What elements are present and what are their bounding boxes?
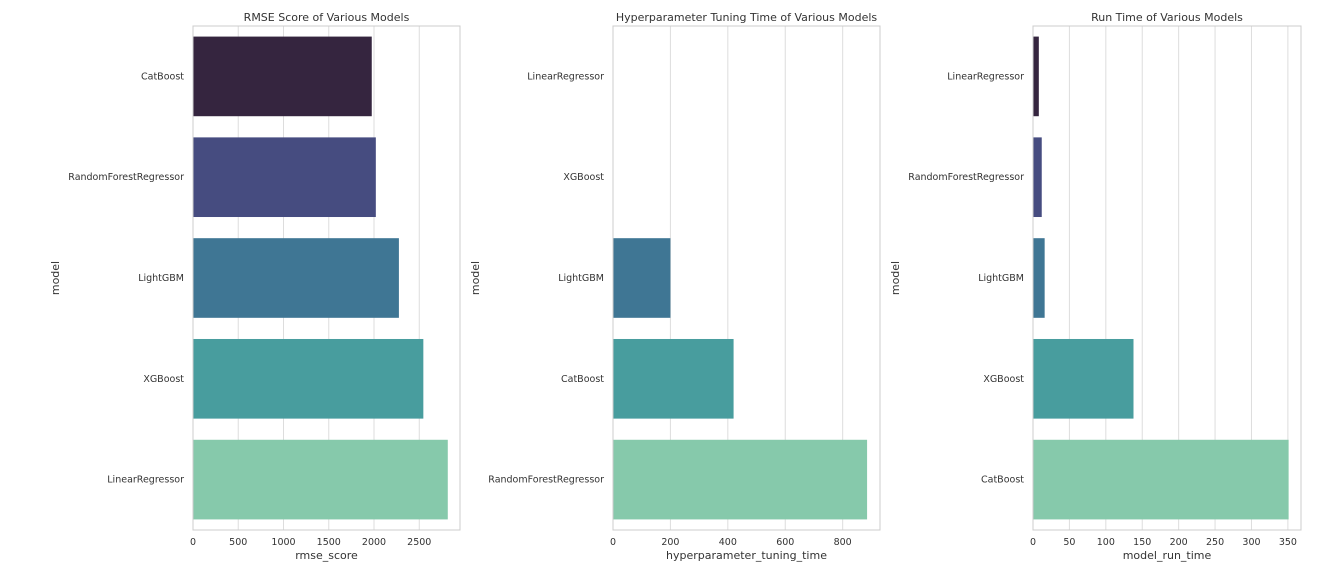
bar-lightgbm: [1033, 238, 1045, 318]
plot-frame: [612, 25, 881, 531]
y-tick-label: LightGBM: [138, 273, 184, 284]
x-tick-label: 200: [1170, 537, 1188, 548]
x-tick-label: 500: [229, 537, 247, 548]
y-tick-label: CatBoost: [981, 475, 1024, 486]
x-tick-label: 200: [661, 537, 679, 548]
x-tick-label: 400: [719, 537, 737, 548]
y-tick-label: RandomForestRegressor: [908, 172, 1024, 183]
bar-randomforestregressor: [193, 137, 376, 218]
x-tick-label: 1500: [317, 537, 341, 548]
chart-panel-3: LinearRegressor RandomForestRegressor Ligh…: [889, 11, 1302, 562]
bar-catboost: [1033, 439, 1289, 520]
x-tick-label: 1000: [271, 537, 295, 548]
bar-lightgbm: [613, 238, 671, 318]
x-axis-label: hyperparameter_tuning_time: [666, 549, 827, 562]
x-tick-label: 100: [1097, 537, 1115, 548]
x-tick-label: 2500: [407, 537, 431, 548]
bar-xgboost: [1033, 338, 1134, 419]
x-tick-label: 2000: [362, 537, 386, 548]
x-tick-label: 600: [776, 537, 794, 548]
y-tick-label: CatBoost: [561, 374, 604, 385]
chart-title: Hyperparameter Tuning Time of Various Mo…: [616, 11, 878, 24]
chart-title: RMSE Score of Various Models: [244, 11, 410, 24]
bar-randomforestregressor: [613, 439, 868, 520]
plot-frame: [192, 25, 461, 531]
y-tick-label: LinearRegressor: [107, 475, 184, 486]
y-tick-label: LightGBM: [558, 273, 604, 284]
bar-catboost: [613, 338, 734, 419]
x-tick-label: 800: [834, 537, 852, 548]
y-axis-label: model: [889, 261, 902, 295]
chart-panel-2: LinearRegressor XGBoost LightGBM CatBoost Ra…: [469, 11, 881, 562]
y-tick-label: XGBoost: [983, 374, 1024, 385]
y-axis-label: model: [469, 261, 482, 295]
bar-lightgbm: [193, 238, 399, 318]
bar-randomforestregressor: [1033, 137, 1042, 218]
y-tick-label: LinearRegressor: [947, 71, 1024, 82]
bar-linearregressor: [193, 439, 448, 520]
chart-panel-1: CatBoost RandomForestRegressor LightGBM XGB…: [49, 11, 461, 562]
bar-catboost: [193, 36, 372, 117]
y-tick-label: CatBoost: [141, 71, 184, 82]
x-axis-label: rmse_score: [295, 549, 358, 562]
bar-linearregressor: [1033, 36, 1039, 117]
y-axis-label: model: [49, 261, 62, 295]
plot-frame: [1032, 25, 1302, 531]
chart-title: Run Time of Various Models: [1091, 11, 1243, 24]
x-tick-label: 250: [1206, 537, 1224, 548]
y-tick-label: LinearRegressor: [527, 71, 604, 82]
x-tick-label: 50: [1063, 537, 1075, 548]
bar-xgboost: [193, 338, 424, 419]
y-tick-label: RandomForestRegressor: [68, 172, 184, 183]
y-tick-label: XGBoost: [563, 172, 604, 183]
x-tick-label: 350: [1279, 537, 1297, 548]
x-axis-label: model_run_time: [1123, 549, 1212, 562]
y-tick-label: LightGBM: [978, 273, 1024, 284]
y-tick-label: RandomForestRegressor: [488, 475, 604, 486]
x-tick-label: 0: [1030, 537, 1036, 548]
x-tick-label: 150: [1133, 537, 1151, 548]
x-tick-label: 0: [610, 537, 616, 548]
x-tick-label: 300: [1242, 537, 1260, 548]
x-tick-label: 0: [190, 537, 196, 548]
y-tick-label: XGBoost: [143, 374, 184, 385]
